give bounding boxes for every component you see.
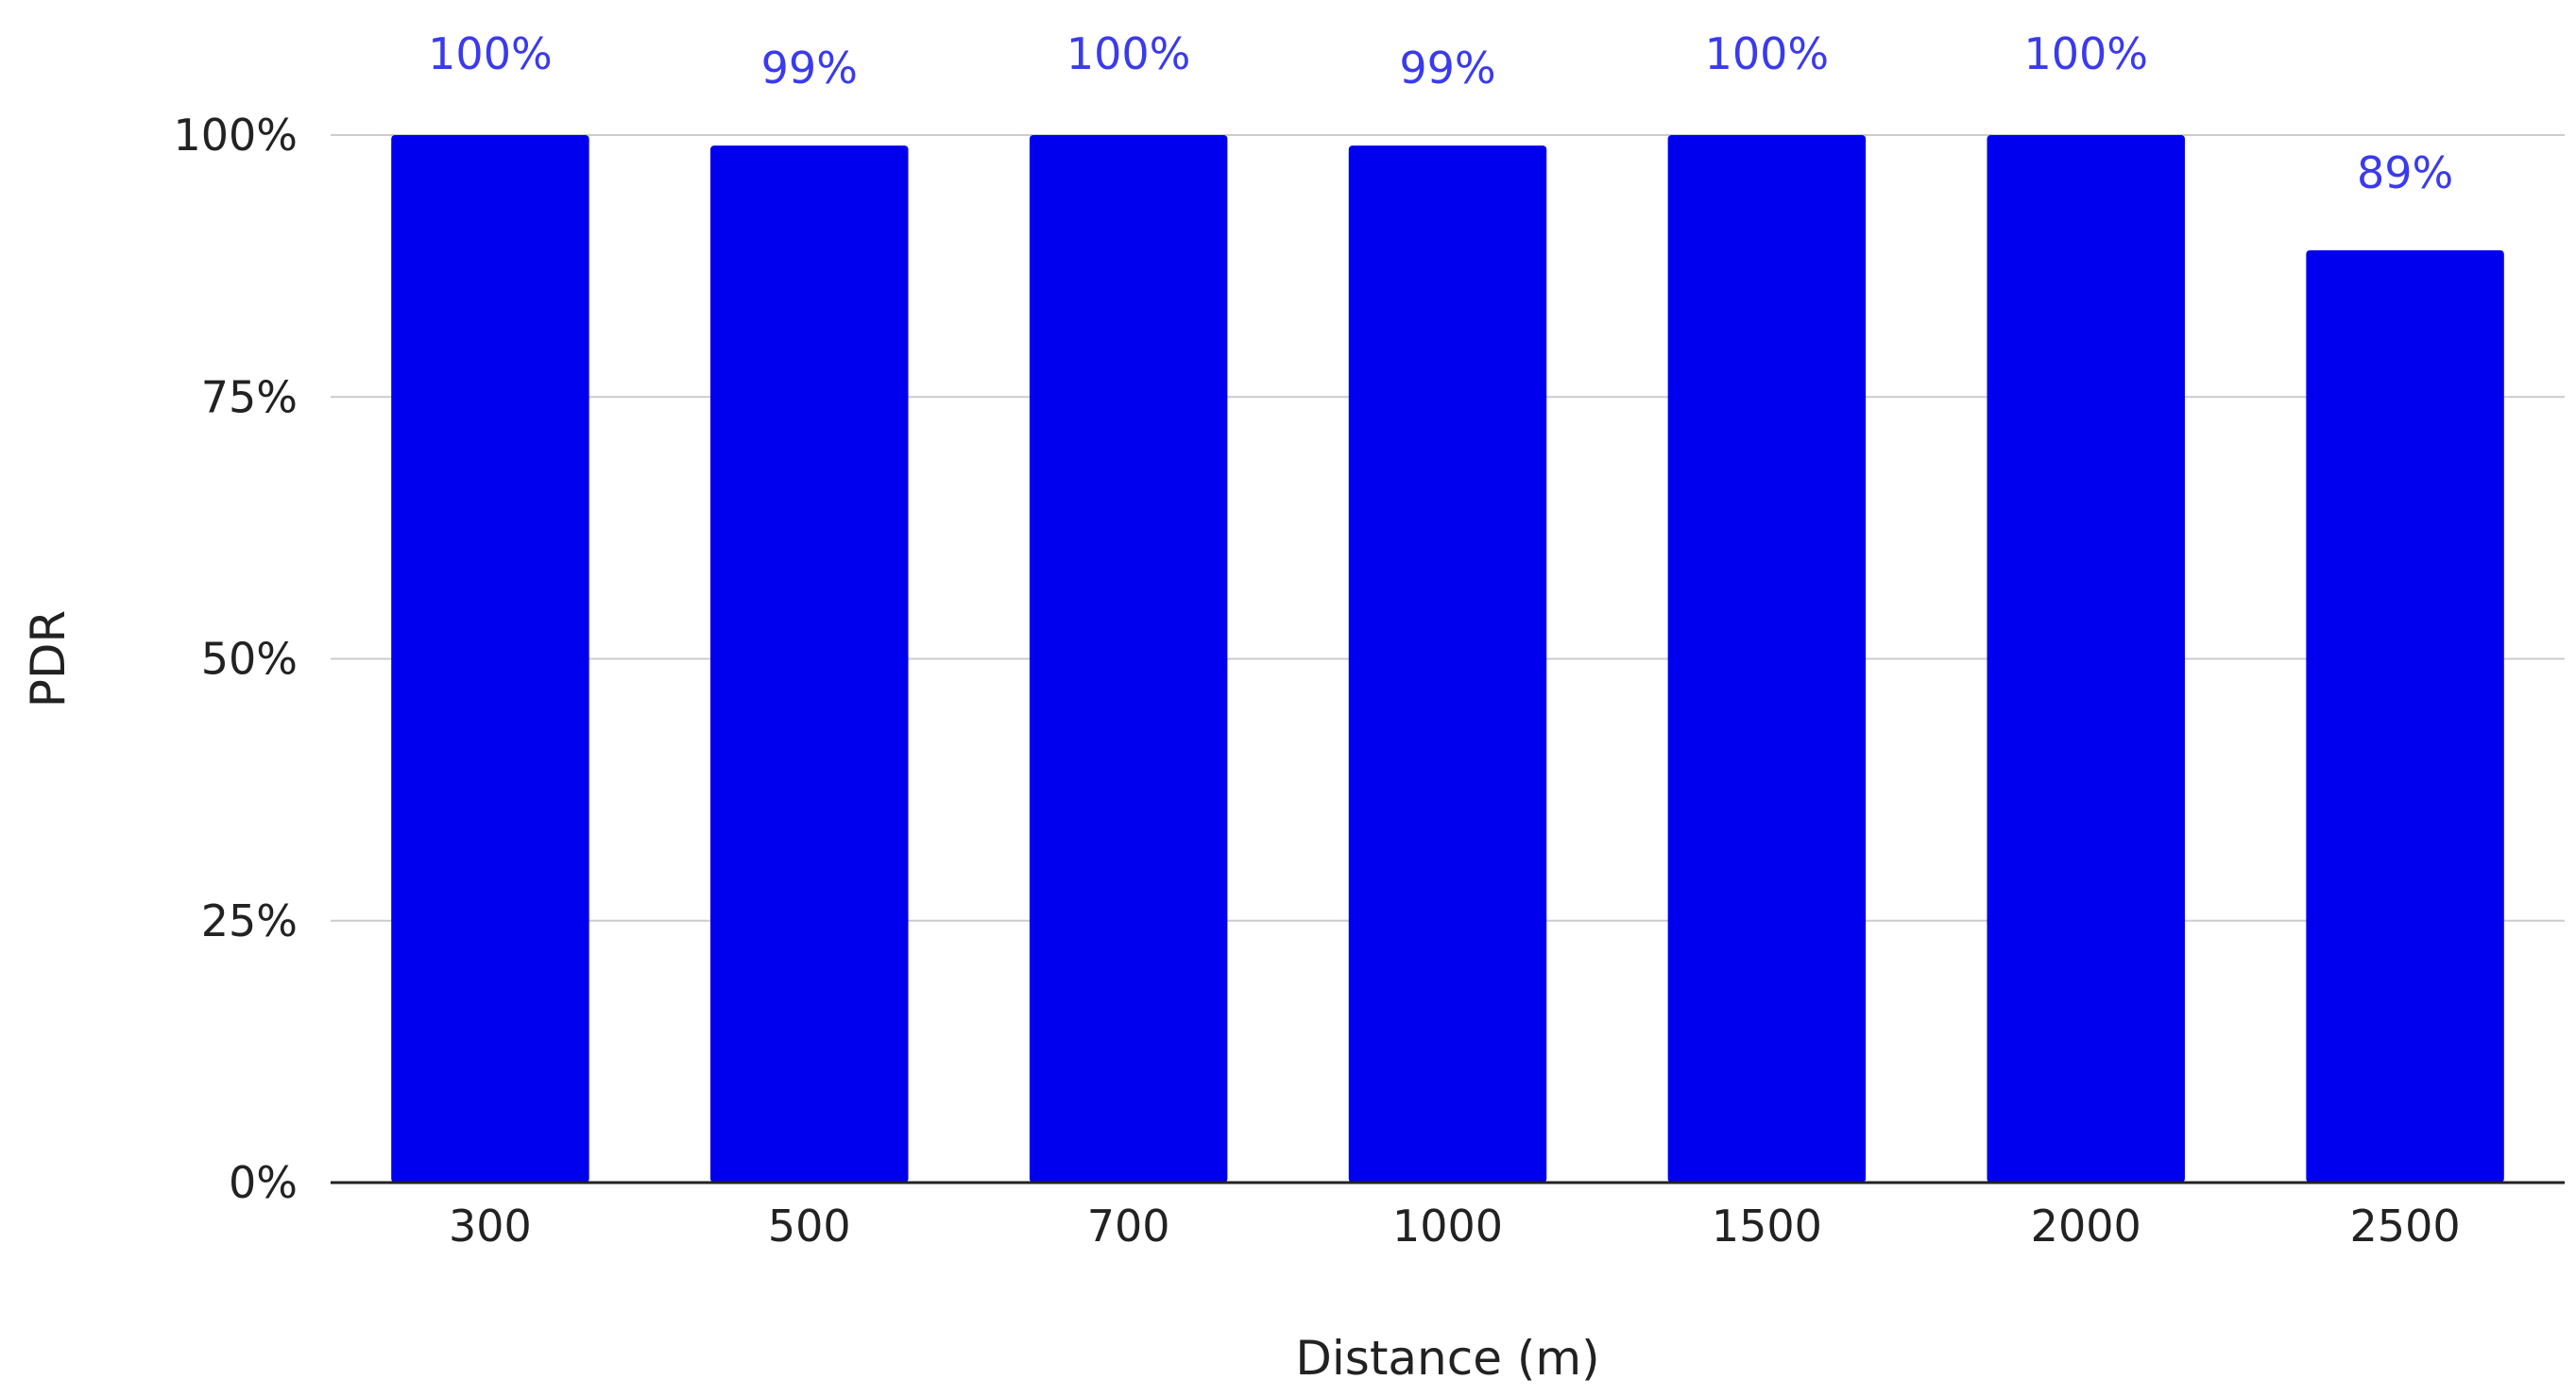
- data-label: 99%: [1399, 43, 1495, 94]
- bar: [1987, 135, 2185, 1183]
- data-label: 100%: [428, 28, 553, 79]
- bar: [1667, 135, 1867, 1183]
- y-tick-label: 25%: [201, 895, 298, 946]
- data-label: 99%: [761, 43, 858, 94]
- x-tick-label: 2000: [2031, 1201, 2141, 1252]
- y-tick-label: 50%: [201, 634, 298, 685]
- x-tick-label: 1000: [1392, 1201, 1503, 1252]
- x-axis-title: Distance (m): [1295, 1331, 1599, 1386]
- y-tick-label: 0%: [229, 1157, 298, 1208]
- bar: [1029, 135, 1228, 1183]
- y-tick-labels: 0% 25% 50% 75% 100%: [173, 110, 298, 1208]
- y-tick-label: 75%: [201, 371, 298, 422]
- x-tick-labels: 300 500 700 1000 1500 2000 2500: [449, 1201, 2461, 1252]
- x-tick-label: 500: [768, 1201, 851, 1252]
- data-label: 100%: [2023, 28, 2148, 79]
- data-labels: 100% 99% 100% 99% 100% 100% 89%: [428, 28, 2453, 198]
- y-tick-label: 100%: [173, 110, 298, 161]
- bars: [391, 135, 2504, 1184]
- data-label: 100%: [1066, 28, 1191, 79]
- bar: [391, 135, 589, 1183]
- x-tick-label: 300: [449, 1201, 532, 1252]
- bar: [2306, 249, 2504, 1183]
- x-tick-label: 700: [1087, 1201, 1170, 1252]
- y-axis-title: PDR: [21, 610, 76, 707]
- bar: [710, 145, 909, 1184]
- data-label: 89%: [2357, 147, 2453, 198]
- x-tick-label: 2500: [2350, 1201, 2461, 1252]
- x-tick-label: 1500: [1712, 1201, 1822, 1252]
- bar: [1348, 145, 1547, 1184]
- data-label: 100%: [1705, 28, 1830, 79]
